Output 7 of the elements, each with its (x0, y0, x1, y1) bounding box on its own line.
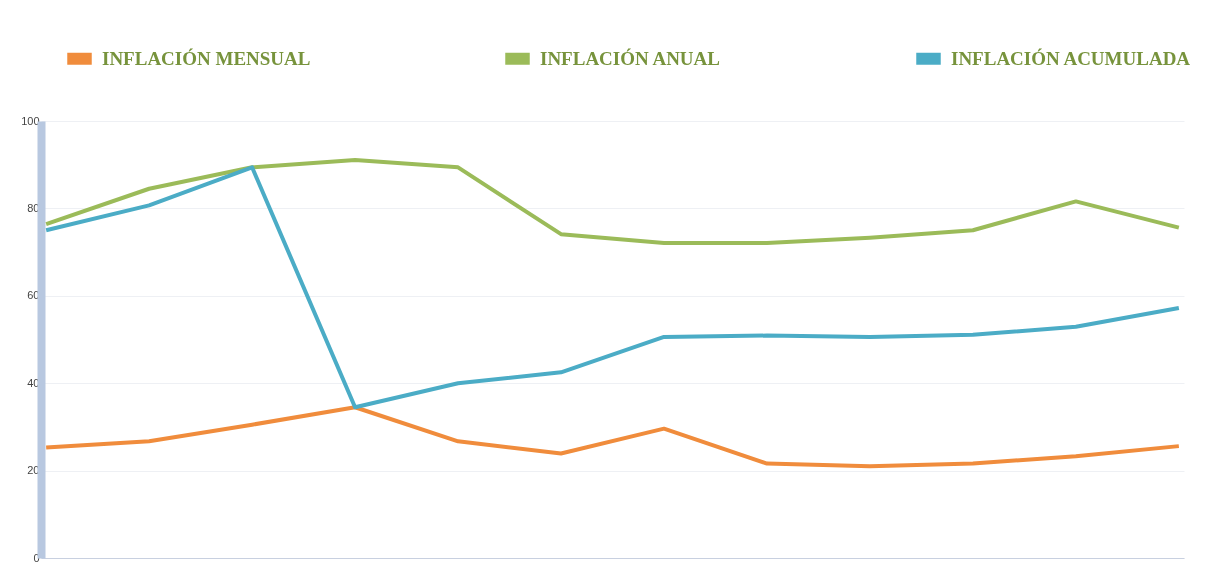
line-series (44, 157, 1181, 245)
line-series (44, 405, 1181, 469)
line-series (44, 165, 1181, 410)
legend-label: INFLACIÓN MENSUAL (102, 47, 311, 69)
legend-label: INFLACIÓN ACUMULADA (951, 47, 1191, 69)
legend-label: INFLACIÓN ANUAL (540, 47, 720, 69)
y-tick-label: 100 (21, 114, 40, 127)
